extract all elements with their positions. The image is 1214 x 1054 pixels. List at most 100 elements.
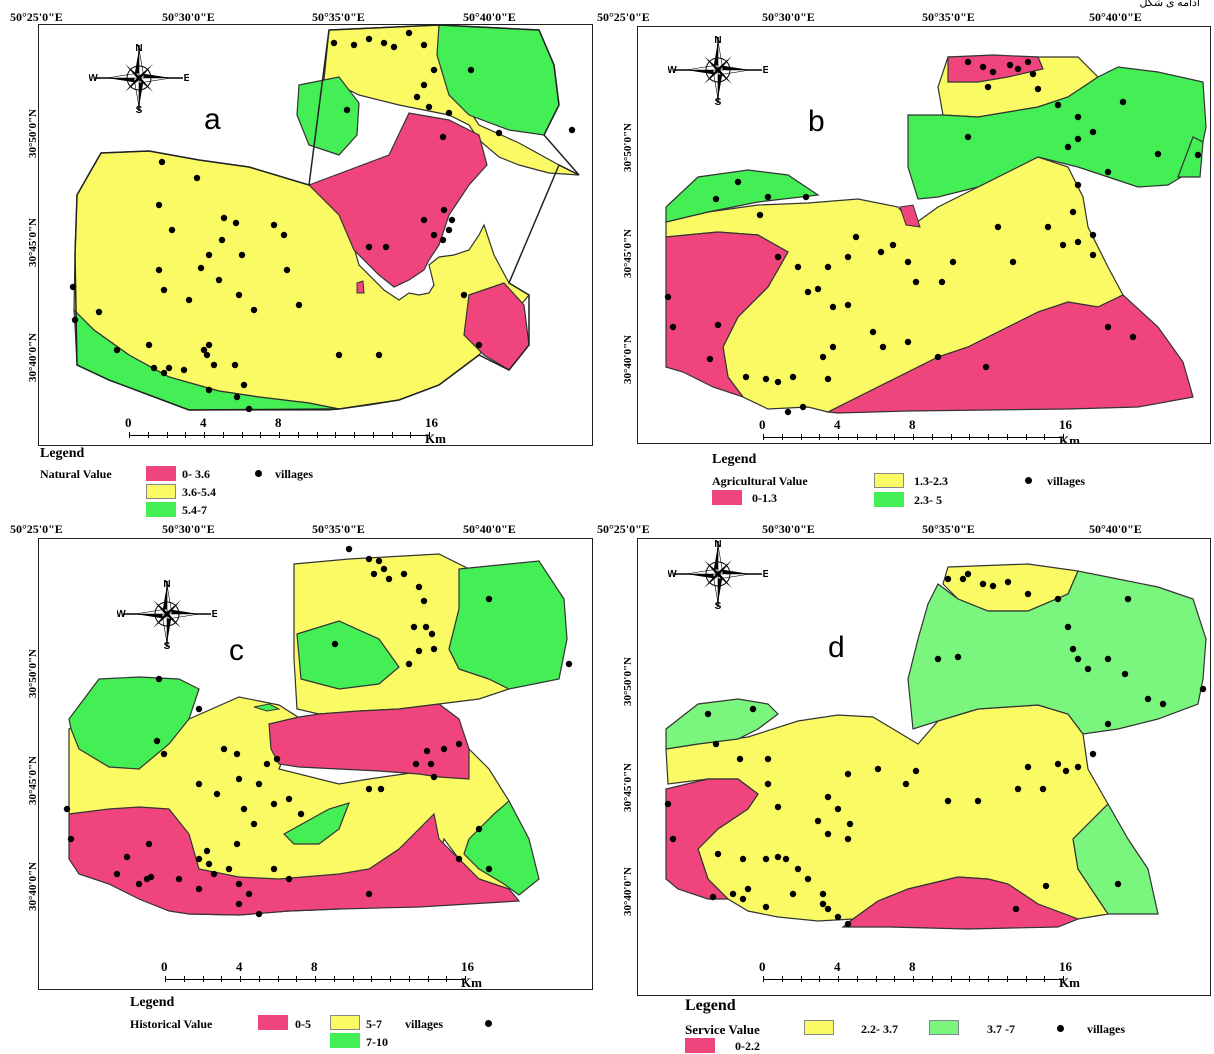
village-point (1104, 655, 1112, 663)
scale-tick (147, 432, 149, 438)
scale-label: 4 (834, 417, 841, 432)
village-point (158, 158, 166, 166)
village-point (714, 850, 722, 858)
scale-tick (352, 976, 354, 982)
village-point (380, 39, 388, 47)
village-point (405, 29, 413, 37)
village-point (455, 740, 463, 748)
legend-class-label: 0-5 (295, 1017, 311, 1031)
scale-tick (1006, 434, 1008, 440)
scale-tick (410, 432, 412, 438)
village-point (400, 570, 408, 578)
map-canvas (69, 25, 580, 413)
scale-tick (988, 434, 989, 440)
legend-village-symbol (1057, 1025, 1064, 1032)
lat-label: 30°40'0"N (27, 861, 39, 911)
village-point (135, 880, 143, 888)
village-point (844, 253, 852, 261)
legend-swatch (685, 1038, 715, 1053)
village-point (218, 236, 226, 244)
village-point (420, 216, 428, 224)
village-point (902, 780, 910, 788)
legend-village-symbol (255, 470, 262, 477)
scale-tick (258, 976, 260, 982)
map-panel-b: 50°25'0"E 50°30'0"E 50°35'0"E 50°40'0"E … (597, 0, 1214, 520)
village-point (1159, 700, 1167, 708)
legend-class-label: 1.3-2.3 (914, 474, 948, 488)
scale-bar: 0 4 8 16 Km (161, 959, 495, 989)
village-point (904, 258, 912, 266)
scale-tick (166, 432, 168, 438)
village-point (343, 106, 351, 114)
village-point (160, 369, 168, 377)
village-point (789, 890, 797, 898)
scale-label: 4 (834, 959, 841, 974)
village-point (420, 81, 428, 89)
scale-label: 8 (909, 417, 916, 432)
village-point (1104, 720, 1112, 728)
scale-tick (372, 432, 374, 438)
scale-label: 8 (311, 959, 318, 974)
village-point (335, 351, 343, 359)
village-point (430, 645, 438, 653)
village-point (1154, 150, 1162, 158)
village-point (168, 226, 176, 234)
scale-tick (1063, 976, 1064, 982)
compass-rose: N S E W (668, 35, 768, 105)
village-point (250, 820, 258, 828)
village-point (123, 853, 131, 861)
legend-swatch (712, 490, 742, 505)
village-point (669, 835, 677, 843)
village-point (439, 236, 447, 244)
map-frame: N S E W a 0 4 8 16 Km (38, 24, 593, 446)
legend-swatch (874, 473, 904, 488)
legend-title: Legend (40, 446, 85, 461)
lon-label: 50°25'0"E (10, 10, 63, 24)
lon-label: 50°30'0"E (162, 10, 215, 24)
village-point (829, 303, 837, 311)
legend-class-label: 0-1.3 (752, 491, 777, 505)
village-point (410, 623, 418, 631)
legend-title: Legend (130, 995, 175, 1010)
village-point (365, 35, 373, 43)
village-point (874, 765, 882, 773)
village-point (425, 103, 433, 111)
lon-label: 50°25'0"E (597, 522, 650, 536)
scale-tick (931, 434, 933, 440)
village-point (390, 43, 398, 51)
village-point (669, 323, 677, 331)
village-point (844, 770, 852, 778)
village-point (804, 875, 812, 883)
legend-villages-label: villages (1047, 474, 1085, 488)
village-point (1029, 70, 1037, 78)
map-canvas (63, 545, 573, 918)
village-point (774, 803, 782, 811)
village-point (774, 378, 782, 386)
village-point (270, 800, 278, 808)
lon-label: 50°40'0"E (463, 10, 516, 24)
scale-tick (894, 976, 896, 982)
village-point (440, 745, 448, 753)
lat-label: 30°40'0"N (622, 866, 634, 916)
village-point (749, 705, 757, 713)
village-point (1024, 58, 1032, 66)
scale-tick (913, 976, 914, 982)
village-point (160, 750, 168, 758)
scale-tick (316, 432, 318, 438)
scale-tick (875, 976, 877, 982)
village-point (1004, 578, 1012, 586)
village-point (440, 206, 448, 214)
scale-label: 8 (909, 959, 916, 974)
zone-red (268, 703, 470, 780)
scale-tick (446, 976, 448, 982)
village-point (869, 328, 877, 336)
village-point (762, 903, 770, 911)
village-point (220, 745, 228, 753)
village-point (1064, 143, 1072, 151)
village-point (1089, 231, 1097, 239)
scale-tick (391, 432, 393, 438)
compass-w-label: W (89, 73, 98, 84)
scale-tick (390, 976, 391, 982)
village-point (405, 660, 413, 668)
panel-letter: a (204, 103, 221, 136)
